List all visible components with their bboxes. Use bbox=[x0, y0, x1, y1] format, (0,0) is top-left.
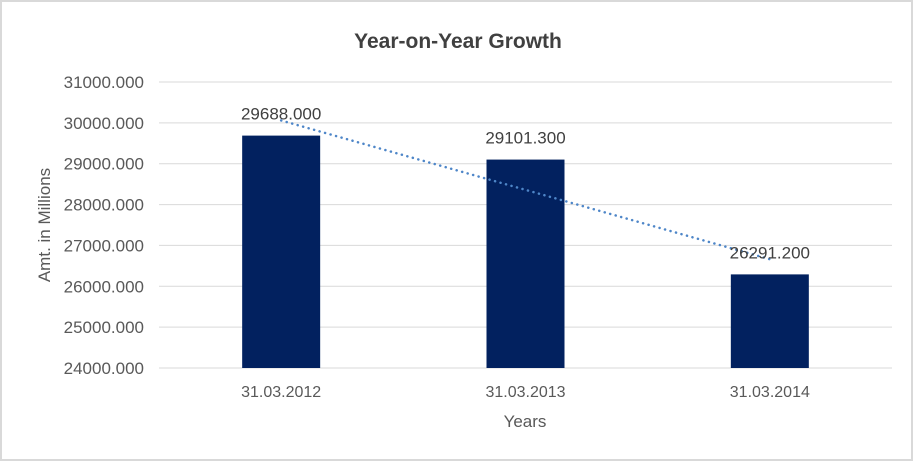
trendline-group bbox=[279, 119, 772, 261]
bar-data-label: 26291.200 bbox=[730, 243, 810, 262]
labels-group: 31000.000 30000.000 29000.000 28000.000 2700… bbox=[64, 73, 810, 401]
x-category-label: 31.03.2014 bbox=[730, 384, 810, 401]
y-tick-label: 29000.000 bbox=[64, 155, 144, 174]
y-tick-label: 28000.000 bbox=[64, 196, 144, 215]
bar bbox=[730, 274, 809, 368]
x-category-label: 31.03.2013 bbox=[485, 384, 565, 401]
bar bbox=[486, 159, 565, 368]
bar-data-label: 29688.000 bbox=[241, 105, 321, 124]
bar-data-label: 29101.300 bbox=[485, 129, 565, 148]
y-tick-label: 25000.000 bbox=[64, 318, 144, 337]
bars-group bbox=[242, 135, 809, 368]
y-tick-label: 24000.000 bbox=[64, 359, 144, 378]
y-axis-title: Amt. in Millions bbox=[35, 168, 54, 282]
trendline bbox=[279, 119, 772, 261]
y-tick-label: 31000.000 bbox=[64, 73, 144, 92]
x-category-label: 31.03.2012 bbox=[241, 384, 321, 401]
y-tick-label: 30000.000 bbox=[64, 114, 144, 133]
x-axis-title: Years bbox=[504, 412, 547, 431]
y-tick-label: 27000.000 bbox=[64, 236, 144, 255]
y-tick-label: 26000.000 bbox=[64, 277, 144, 296]
bar bbox=[242, 135, 321, 368]
chart-title: Year-on-Year Growth bbox=[354, 30, 562, 53]
